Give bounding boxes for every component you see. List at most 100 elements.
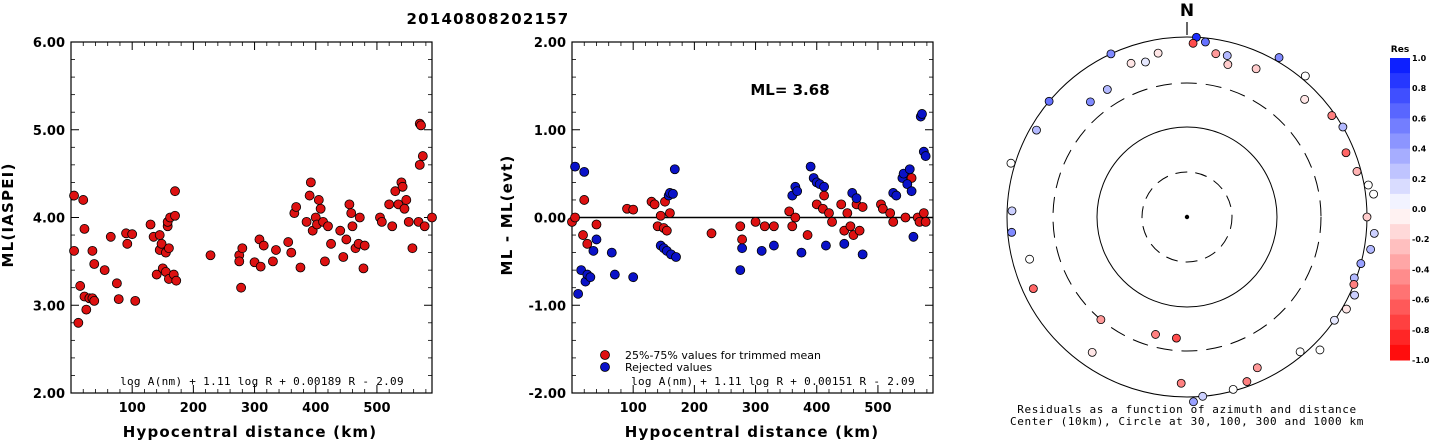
station-points-layer [1006,32,1379,407]
data-point [69,245,79,256]
accepted-point [857,202,868,212]
data-point [399,203,410,214]
station-point [1151,330,1160,339]
colorbar-tick-label: 0.4 [1412,145,1427,154]
rejected-point [917,109,927,119]
panel-ml-vs-distance: 100 200 300 400 500 2.00 3.00 4.00 5.00 6.00 log … [0,36,437,441]
rejected-point [839,238,850,249]
station-point [1102,85,1112,94]
station-point [1141,57,1150,67]
accepted-point [877,203,888,214]
colorbar-cell [1390,344,1410,361]
x-tick-label: 100 [620,401,647,416]
data-point [283,237,294,247]
data-point [301,216,312,227]
accepted-point [854,225,865,236]
colorbar-tick-label: 1.0 [1412,54,1427,63]
x-tick-label: 100 [119,401,146,416]
circle-300km [1052,82,1322,352]
colorbar-cell [1390,299,1410,316]
x-tick-label: 200 [180,401,207,416]
rejected-point [591,234,602,245]
accepted-point [920,216,931,227]
rejected-point [851,193,862,204]
data-point [341,234,352,245]
accepted-point [888,216,899,227]
data-point [419,221,430,232]
data-point [73,317,84,328]
rejected-point [796,247,807,258]
colorbar-cell [1390,239,1410,255]
colorbar-cell [1390,209,1410,225]
x-tick-label: 300 [742,401,769,416]
legend-marker-rejected [600,362,610,372]
data-point [170,210,180,221]
accepted-point [885,208,896,219]
rejected-point [628,272,639,283]
station-point [1330,315,1339,325]
data-point [234,256,245,267]
caption-line-1: Residuals as a function of azimuth and d… [1017,403,1356,416]
tick-layer: 100 200 300 400 500 -2.00 -1.00 0.00 1.00 2.00 [529,36,933,416]
accepted-point [578,230,588,240]
accepted-point [661,225,672,236]
colorbar-cell [1390,103,1410,119]
data-point [237,243,248,254]
x-tick-label: 400 [302,401,329,416]
north-label: N [1180,1,1194,21]
rejected-point [585,272,596,283]
station-point [1327,111,1337,120]
station-point [1369,189,1378,199]
rejected-point [920,151,931,161]
accepted-point [827,216,837,227]
station-point [1349,280,1359,289]
colorbar-cell [1390,254,1410,270]
colorbar-cell [1390,284,1410,301]
station-point [1242,377,1252,386]
data-point [87,245,98,256]
station-point [1341,148,1351,158]
accepted-point [784,206,795,217]
station-point [1274,53,1284,62]
data-point [268,256,278,267]
data-point [111,278,122,289]
legend-marker-accepted [600,350,610,360]
station-point [1126,58,1136,68]
data-point [387,221,398,232]
rejected-point [805,161,816,172]
data-point [390,186,401,197]
y-tick-label: 2.00 [33,387,65,402]
panel-azimuth-residuals: N Residuals as a function of azimuth and… [1006,1,1379,428]
data-point [145,219,156,230]
colorbar-cells [1390,58,1410,361]
y-tick-label: 6.00 [33,36,65,51]
x-tick-label: 200 [681,401,708,416]
rejected-point [891,190,902,201]
tick-layer: 100 200 300 400 500 2.00 3.00 4.00 5.00 6.00 [33,36,432,416]
rejected-point [609,269,620,280]
station-point [1198,391,1208,401]
station-point [1366,244,1376,254]
data-point [79,224,90,234]
station-point [1106,49,1116,59]
data-point [414,159,425,170]
rejected-point [669,164,680,175]
legend-label-rejected: Rejected values [625,361,712,374]
data-point [323,221,333,232]
data-point [416,120,426,131]
x-axis-label: Hypocentral distance (km) [123,423,378,441]
colorbar-tick-label: 0.2 [1412,175,1426,184]
accepted-point [591,219,602,230]
data-point [403,216,414,227]
station-point [1342,304,1351,314]
colorbar-cell [1390,58,1410,74]
points-layer [69,118,437,328]
colorbar-cell [1390,314,1410,331]
station-point [1153,48,1163,58]
station-point [1176,378,1186,388]
colorbar-cell [1390,329,1410,346]
colorbar-cell [1390,118,1410,134]
accepted-point [836,199,847,210]
colorbar-cell [1390,163,1410,180]
